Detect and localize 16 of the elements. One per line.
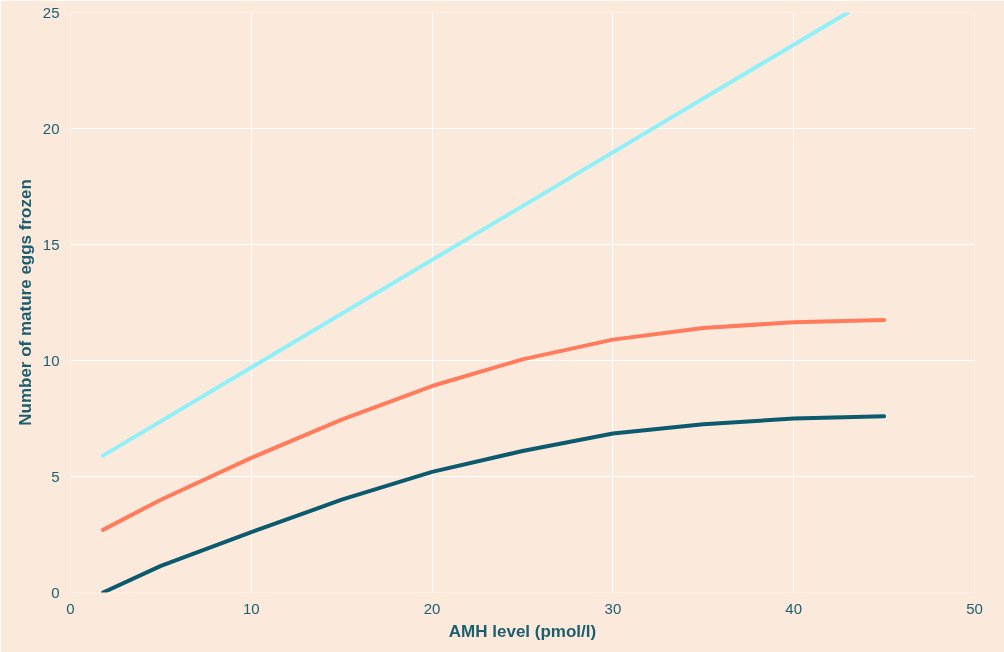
y-tick-label: 25	[42, 3, 60, 21]
line-series	[101, 414, 887, 593]
y-tick-label: 5	[51, 467, 60, 485]
y-axis-title: Number of mature eggs frozen	[15, 179, 35, 426]
x-axis-title: AMH level (pmol/l)	[448, 621, 597, 641]
line-series	[101, 317, 887, 532]
y-tick-label: 15	[42, 235, 60, 253]
x-tick-label: 0	[66, 599, 75, 617]
x-tick-label: 50	[966, 599, 983, 617]
y-tick-label: 20	[42, 119, 60, 137]
y-tick-label: 0	[51, 583, 60, 601]
y-tick-label: 10	[42, 351, 60, 369]
x-tick-label: 40	[785, 599, 803, 617]
x-tick-label: 10	[242, 599, 260, 617]
x-tick-label: 20	[423, 599, 441, 617]
x-tick-label: 30	[604, 599, 622, 617]
